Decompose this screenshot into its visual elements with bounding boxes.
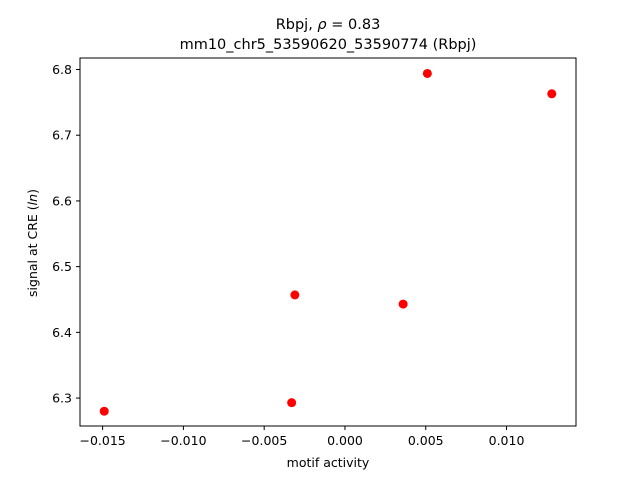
y-axis-label: signal at CRE (ln) bbox=[25, 189, 40, 297]
y-tick-label: 6.4 bbox=[52, 325, 72, 340]
data-point bbox=[398, 299, 408, 309]
x-tick-label: 0.005 bbox=[408, 433, 444, 448]
x-tick-label: −0.015 bbox=[79, 433, 125, 448]
data-point bbox=[99, 406, 109, 416]
x-tick-label: −0.005 bbox=[241, 433, 287, 448]
x-tick-label: −0.010 bbox=[160, 433, 206, 448]
chart-title-line-1: Rbpj, ρ = 0.83 bbox=[276, 17, 381, 33]
x-tick-label: 0.010 bbox=[489, 433, 525, 448]
axes-frame bbox=[79, 57, 577, 427]
data-point bbox=[547, 89, 557, 99]
y-tick-label: 6.6 bbox=[52, 193, 72, 208]
chart-title-line-2: mm10_chr5_53590620_53590774 (Rbpj) bbox=[180, 37, 477, 53]
y-tick-label: 6.7 bbox=[52, 128, 72, 143]
x-axis-ticks: −0.015 −0.010 −0.005 0.000 0.005 0.010 bbox=[79, 426, 524, 448]
x-tick-label: 0.000 bbox=[327, 433, 363, 448]
y-tick-label: 6.5 bbox=[52, 259, 72, 274]
y-tick-label: 6.8 bbox=[52, 62, 72, 77]
x-axis-label: motif activity bbox=[287, 455, 370, 470]
data-point bbox=[422, 68, 432, 78]
data-point bbox=[287, 398, 297, 408]
plot-area bbox=[79, 57, 577, 427]
y-axis-ticks: 6.3 6.4 6.5 6.6 6.7 6.8 bbox=[52, 62, 80, 406]
y-tick-label: 6.3 bbox=[52, 391, 72, 406]
data-point bbox=[290, 290, 300, 300]
data-points bbox=[99, 68, 557, 416]
